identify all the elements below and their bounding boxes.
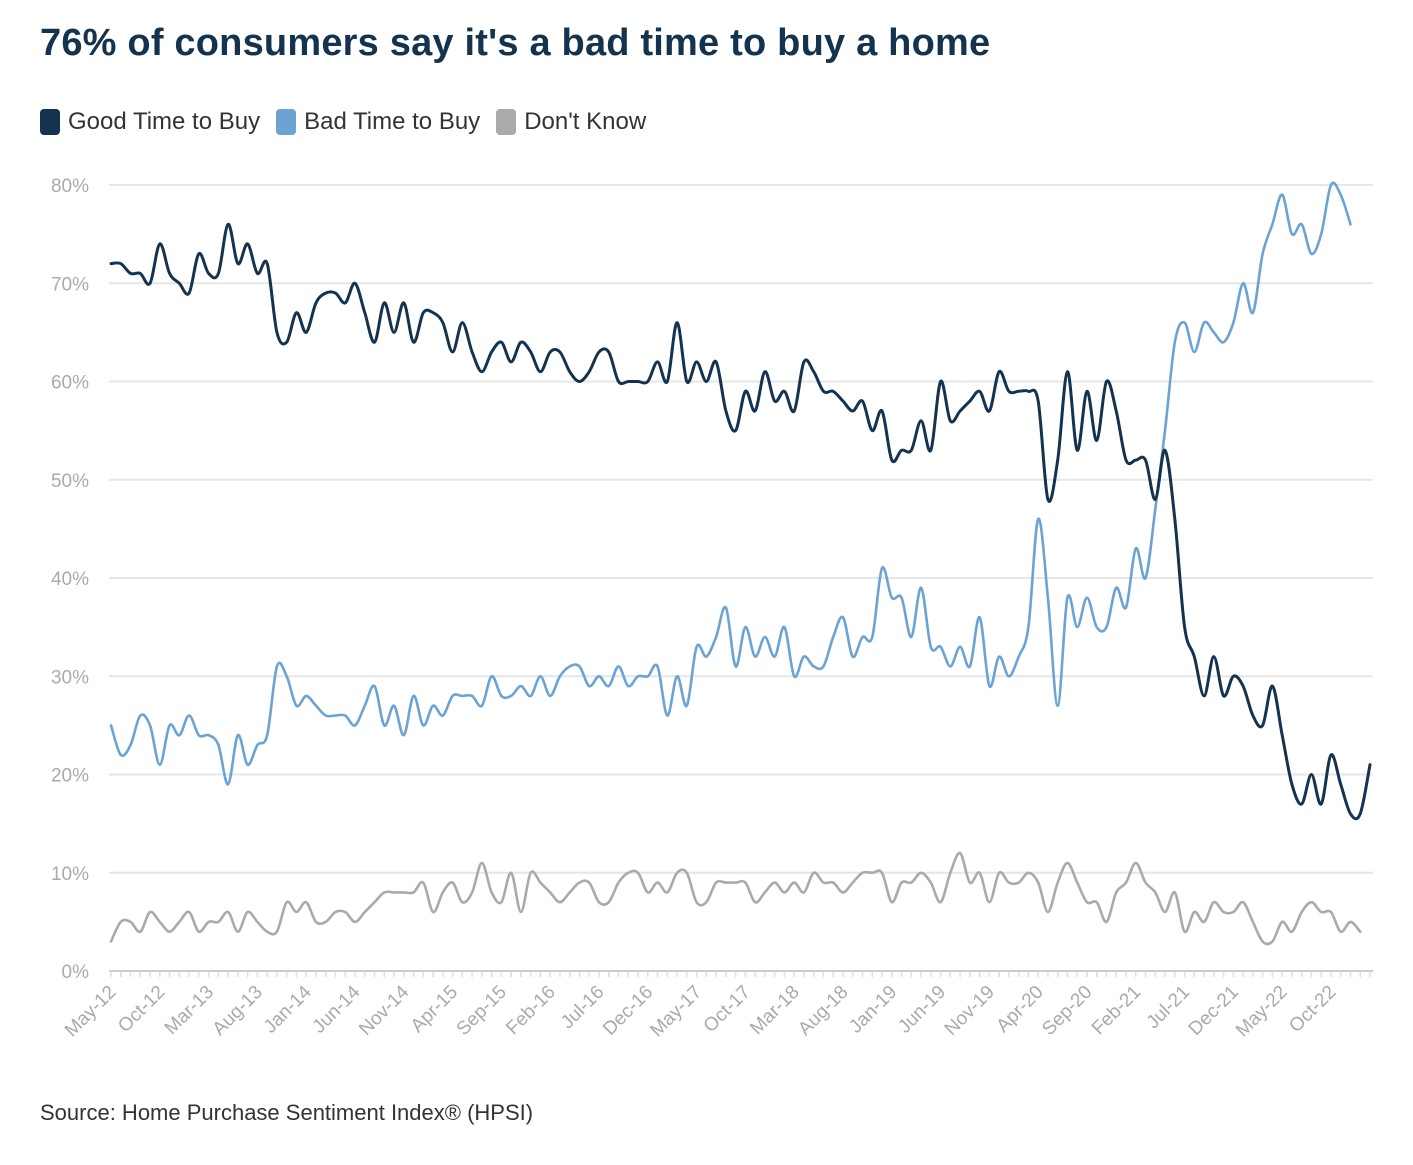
x-tick-label: Mar-13: [161, 982, 218, 1039]
y-tick-label: 20%: [51, 766, 89, 787]
x-tick-label: Nov-19: [941, 982, 999, 1040]
series-line-good-time-to-buy[interactable]: [109, 222, 1372, 821]
x-tick-label: Sep-15: [453, 982, 511, 1040]
x-tick-label: Oct-22: [1285, 982, 1340, 1037]
chart-title: 76% of consumers say it's a bad time to …: [40, 22, 991, 64]
y-tick-label: 0%: [62, 962, 90, 983]
x-tick-label: Jun-19: [894, 982, 950, 1038]
chart-legend: Good Time to Buy Bad Time to Buy Don't K…: [40, 108, 662, 136]
series-line-dont-know[interactable]: [109, 851, 1362, 946]
x-tick-label: Feb-16: [502, 982, 559, 1039]
legend-label-dontknow: Don't Know: [524, 108, 647, 135]
legend-item-dontknow[interactable]: Don't Know: [496, 108, 646, 136]
legend-label-good: Good Time to Buy: [68, 108, 261, 135]
x-axis-ticks: [110, 971, 1371, 977]
x-tick-label: Jan-14: [260, 981, 316, 1037]
x-tick-label: Nov-14: [355, 981, 413, 1039]
x-tick-label: Feb-21: [1088, 982, 1145, 1039]
x-tick-label: May-22: [1232, 982, 1292, 1042]
x-tick-label: Sep-20: [1038, 982, 1096, 1040]
x-tick-label: Oct-17: [700, 982, 755, 1037]
y-tick-label: 10%: [51, 864, 89, 885]
legend-label-bad: Bad Time to Buy: [304, 108, 481, 135]
x-tick-label: Jan-19: [845, 982, 901, 1038]
y-tick-label: 80%: [51, 176, 89, 197]
x-tick-label: Aug-13: [209, 982, 267, 1040]
x-tick-label: Jun-14: [309, 981, 365, 1037]
y-tick-label: 60%: [51, 373, 89, 394]
gridlines: [109, 184, 1373, 972]
line-chart: 0%10%20%30%40%50%60%70%80%May-12Oct-12Ma…: [51, 176, 1373, 1042]
x-tick-label: Aug-18: [794, 982, 852, 1040]
x-tick-label: Oct-12: [114, 982, 169, 1037]
y-tick-label: 30%: [51, 667, 89, 688]
legend-swatch-dontknow: [496, 109, 517, 135]
x-tick-label: Apr-15: [407, 982, 462, 1037]
y-tick-label: 50%: [51, 471, 89, 492]
x-tick-label: May-12: [61, 982, 121, 1042]
x-tick-label: Mar-18: [746, 982, 803, 1039]
x-tick-label: Dec-16: [599, 982, 657, 1040]
legend-swatch-good: [40, 109, 60, 135]
y-tick-label: 40%: [51, 569, 89, 590]
legend-item-good[interactable]: Good Time to Buy: [40, 108, 260, 136]
x-tick-label: Dec-21: [1185, 982, 1243, 1040]
legend-item-bad[interactable]: Bad Time to Buy: [276, 108, 480, 136]
x-tick-label: May-17: [646, 982, 706, 1042]
source-note: Source: Home Purchase Sentiment Index® (…: [40, 1100, 534, 1125]
y-tick-label: 70%: [51, 274, 89, 295]
x-tick-label: Apr-20: [993, 982, 1048, 1037]
legend-swatch-bad: [276, 109, 297, 135]
series-line-bad-time-to-buy[interactable]: [109, 181, 1352, 786]
